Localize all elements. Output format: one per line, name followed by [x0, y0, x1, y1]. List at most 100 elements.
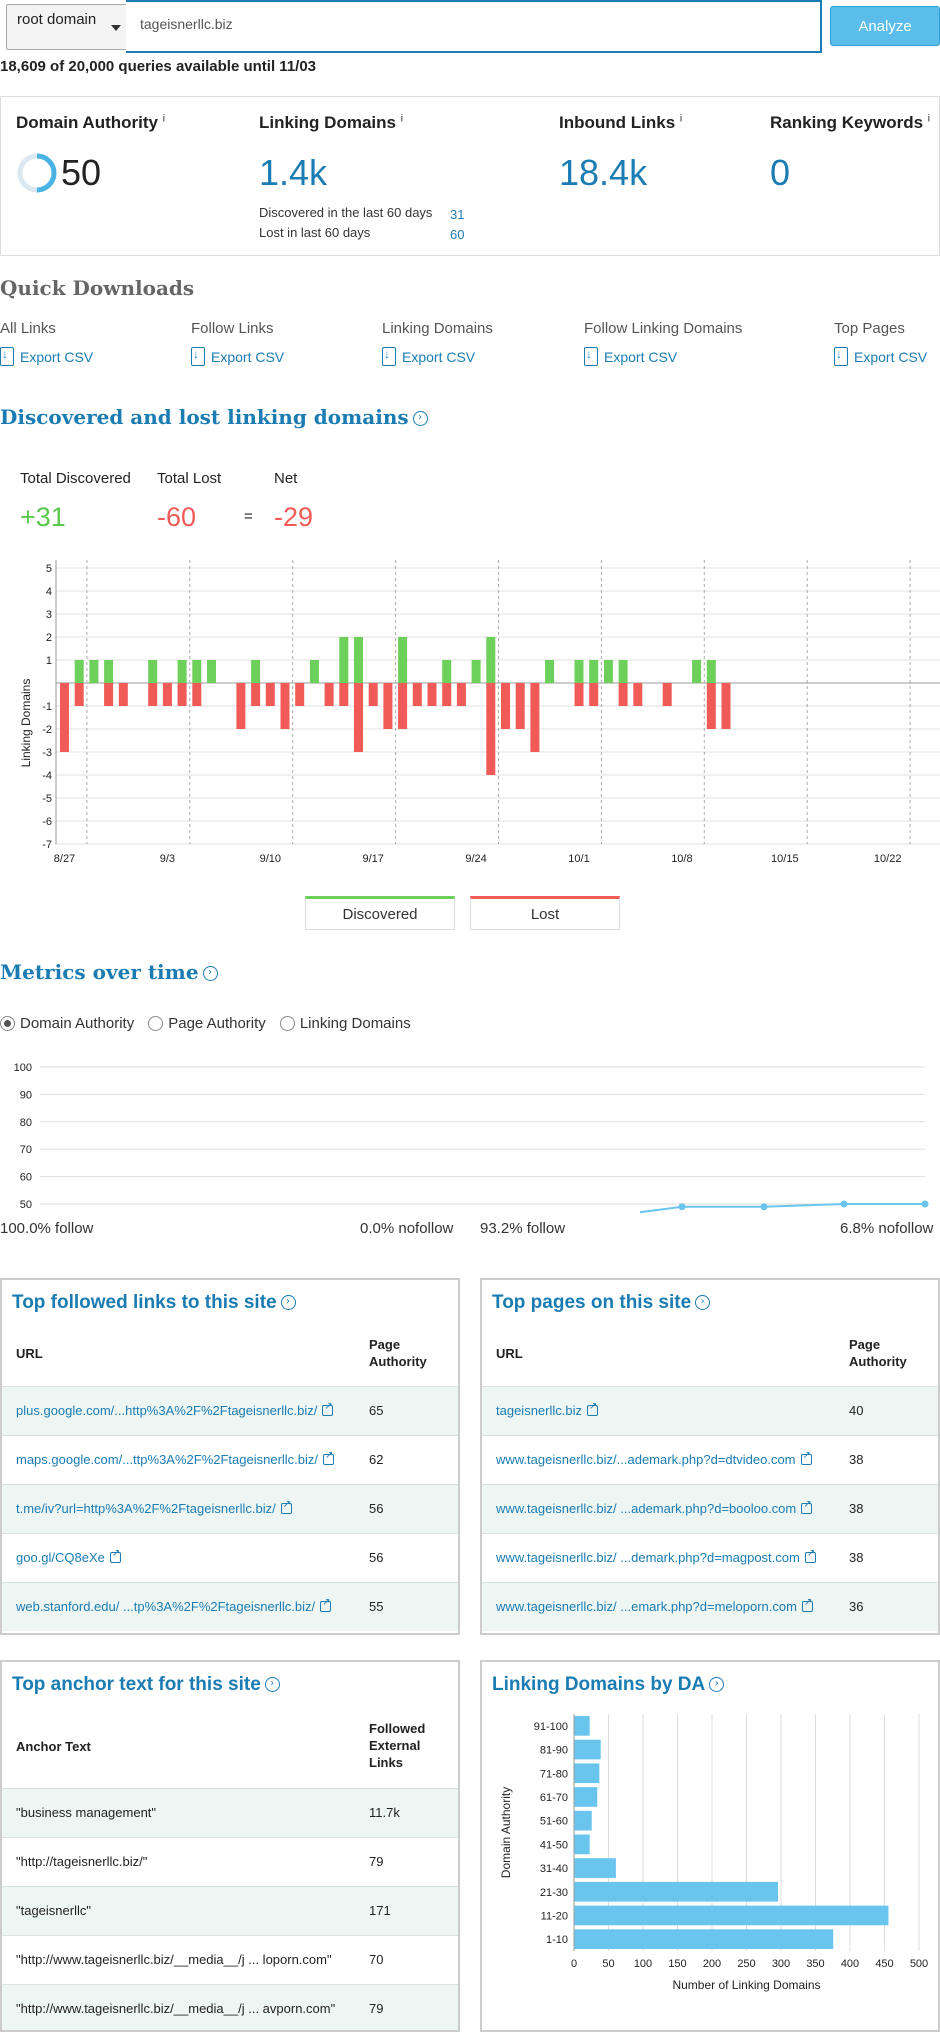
- lost-bar[interactable]: [515, 683, 525, 729]
- lost-bar[interactable]: [633, 683, 643, 706]
- da-bar[interactable]: [574, 1905, 889, 1926]
- export-csv-link[interactable]: Export CSV: [191, 347, 284, 366]
- radio-selected[interactable]: [0, 1016, 15, 1031]
- url-link[interactable]: www.tageisnerllc.biz/ ...ademark.php?d=b…: [496, 1499, 813, 1516]
- lost-bar[interactable]: [295, 683, 305, 706]
- lost-bar[interactable]: [74, 683, 84, 706]
- discovered-bar[interactable]: [74, 660, 84, 683]
- lost-bar[interactable]: [148, 683, 158, 706]
- discovered-bar[interactable]: [545, 660, 555, 683]
- lost-bar[interactable]: [501, 683, 510, 729]
- lost-bar[interactable]: [486, 683, 496, 775]
- lost-bar[interactable]: [280, 683, 290, 729]
- external-link-icon[interactable]: [801, 1499, 813, 1514]
- da-bar[interactable]: [574, 1929, 834, 1949]
- url-link[interactable]: goo.gl/CQ8eXe: [16, 1548, 121, 1565]
- external-link-icon[interactable]: [587, 1401, 598, 1416]
- url-link[interactable]: www.tageisnerllc.biz/...ademark.php?d=dt…: [496, 1450, 812, 1467]
- export-csv-link[interactable]: Export CSV: [0, 347, 93, 366]
- analyze-button[interactable]: Analyze: [830, 6, 940, 46]
- discovered-bar[interactable]: [706, 660, 716, 683]
- external-link-icon[interactable]: [109, 1548, 121, 1563]
- lost-bar[interactable]: [354, 683, 363, 752]
- da-bar[interactable]: [574, 1881, 779, 1902]
- discovered-bar[interactable]: [309, 660, 319, 683]
- lost-60-value[interactable]: 60: [450, 227, 465, 242]
- lost-bar[interactable]: [618, 683, 628, 706]
- discovered-bar[interactable]: [589, 660, 599, 683]
- url-link[interactable]: web.stanford.edu/ ...tp%3A%2F%2Ftageisne…: [16, 1597, 332, 1614]
- url-link[interactable]: www.tageisnerllc.biz/ ...emark.php?d=mel…: [496, 1597, 813, 1614]
- lost-bar[interactable]: [398, 683, 408, 729]
- discovered-bar[interactable]: [486, 637, 496, 683]
- option-domain-authority[interactable]: Domain Authority: [0, 1015, 134, 1032]
- radio[interactable]: [279, 1016, 295, 1031]
- lost-bar[interactable]: [456, 683, 466, 706]
- external-link-icon[interactable]: [804, 1548, 816, 1563]
- discovered-bar[interactable]: [574, 660, 584, 683]
- discovered-bar[interactable]: [339, 637, 349, 683]
- lost-bar[interactable]: [177, 683, 187, 706]
- export-csv-link[interactable]: Export CSV: [584, 347, 742, 366]
- info-icon[interactable]: ›: [264, 1677, 280, 1693]
- lost-bar[interactable]: [383, 683, 393, 729]
- lost-bar[interactable]: [662, 683, 672, 706]
- info-icon[interactable]: ›: [202, 966, 218, 981]
- discovered-bar[interactable]: [603, 660, 613, 683]
- discovered-bar[interactable]: [354, 637, 363, 683]
- discovered-bar[interactable]: [398, 637, 408, 683]
- lost-bar[interactable]: [60, 683, 69, 752]
- discovered-bar[interactable]: [207, 660, 216, 683]
- data-point[interactable]: [760, 1203, 768, 1211]
- da-bar[interactable]: [574, 1858, 616, 1878]
- url-link[interactable]: maps.google.com/...ttp%3A%2F%2Ftageisner…: [16, 1450, 335, 1467]
- lost-bar[interactable]: [721, 683, 731, 729]
- external-link-icon[interactable]: [320, 1597, 332, 1612]
- legend-lost[interactable]: Lost: [470, 896, 620, 930]
- discovered-bar[interactable]: [692, 660, 702, 683]
- lost-bar[interactable]: [574, 683, 584, 706]
- info-icon[interactable]: ›: [709, 1677, 725, 1693]
- lost-bar[interactable]: [324, 683, 334, 706]
- info-icon[interactable]: ›: [412, 411, 428, 426]
- search-input[interactable]: tageisnerllc.biz: [126, 0, 822, 53]
- discovered-bar[interactable]: [251, 660, 261, 683]
- export-csv-link[interactable]: Export CSV: [382, 347, 493, 366]
- lost-bar[interactable]: [412, 683, 422, 706]
- da-bar[interactable]: [574, 1739, 601, 1760]
- da-bar[interactable]: [574, 1834, 590, 1855]
- lost-bar[interactable]: [427, 683, 437, 706]
- discovered-bar[interactable]: [148, 660, 158, 683]
- data-point[interactable]: [840, 1200, 848, 1208]
- external-link-icon[interactable]: [323, 1450, 335, 1465]
- discovered-bar[interactable]: [192, 660, 202, 683]
- discovered-bar[interactable]: [89, 660, 99, 683]
- lost-bar[interactable]: [192, 683, 202, 706]
- legend-discovered[interactable]: Discovered: [305, 896, 455, 930]
- discovered-bar[interactable]: [177, 660, 187, 683]
- lost-bar[interactable]: [104, 683, 114, 706]
- lost-bar[interactable]: [251, 683, 261, 706]
- url-link[interactable]: www.tageisnerllc.biz/ ...demark.php?d=ma…: [496, 1548, 816, 1565]
- da-bar[interactable]: [574, 1716, 590, 1736]
- external-link-icon[interactable]: [801, 1597, 813, 1612]
- discovered-bar[interactable]: [471, 660, 481, 683]
- lost-bar[interactable]: [236, 683, 246, 729]
- lost-bar[interactable]: [265, 683, 275, 706]
- lost-bar[interactable]: [442, 683, 452, 706]
- lost-bar[interactable]: [589, 683, 599, 706]
- da-bar[interactable]: [574, 1810, 592, 1831]
- da-bar[interactable]: [574, 1763, 600, 1784]
- external-link-icon[interactable]: [800, 1450, 812, 1465]
- option-page-authority[interactable]: Page Authority: [148, 1015, 266, 1032]
- lost-bar[interactable]: [530, 683, 540, 752]
- discovered-bar[interactable]: [442, 660, 452, 683]
- lost-bar[interactable]: [368, 683, 378, 706]
- lost-bar[interactable]: [339, 683, 349, 706]
- data-point[interactable]: [921, 1200, 929, 1208]
- discovered-bar[interactable]: [618, 660, 628, 683]
- external-link-icon[interactable]: [322, 1401, 334, 1416]
- lost-bar[interactable]: [162, 683, 172, 706]
- url-link[interactable]: t.me/iv?url=http%3A%2F%2Ftageisnerllc.bi…: [16, 1499, 292, 1516]
- url-link[interactable]: tageisnerllc.biz: [496, 1401, 598, 1418]
